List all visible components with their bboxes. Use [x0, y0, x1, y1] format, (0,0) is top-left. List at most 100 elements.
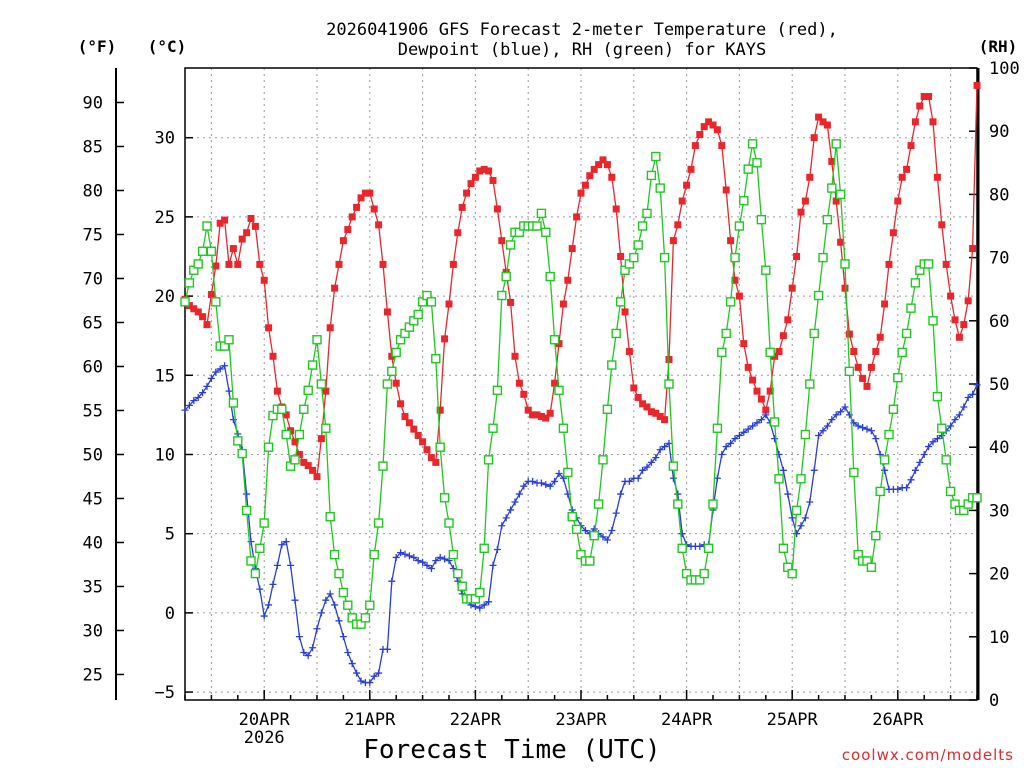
x-tick-label: 26APR [872, 710, 924, 730]
dewpoint-point [507, 506, 515, 514]
rh-point [888, 404, 899, 414]
rh-tick-label: 70 [989, 249, 1009, 269]
rh-point [193, 259, 203, 269]
temperature-point [269, 352, 277, 360]
dewpoint-point [916, 458, 924, 466]
temperature-point [933, 173, 941, 181]
dewpoint-point [797, 522, 805, 530]
temperature-point [335, 260, 343, 268]
dewpoint-point [551, 477, 559, 485]
rh-tick-label: 0 [989, 691, 999, 711]
temperature-point [969, 245, 977, 253]
temperature-point [414, 431, 422, 439]
dewpoint-point [339, 633, 347, 641]
rh-point [563, 467, 573, 478]
temperature-point [326, 324, 334, 332]
temperature-point [652, 409, 660, 417]
temperature-point [436, 406, 444, 414]
rh-point [831, 139, 841, 149]
dewpoint-point [810, 466, 818, 474]
celsius-tick-label: −5 [155, 683, 175, 703]
dewpoint-point [366, 679, 374, 687]
dewpoint-point [920, 450, 928, 458]
dewpoint-point [203, 382, 211, 390]
temperature-point [243, 229, 251, 237]
dewpoint-point [678, 530, 686, 538]
rh-point [197, 246, 208, 256]
temperature-point [749, 376, 757, 384]
temperature-point [775, 348, 783, 356]
rh-point [316, 379, 327, 389]
rh-point [250, 568, 261, 579]
dewpoint-point [815, 431, 823, 439]
rh-point [712, 423, 723, 433]
temperature-point [942, 260, 950, 268]
dewpoint-point [221, 362, 229, 370]
rh-point [593, 499, 604, 509]
rh-point [228, 398, 239, 408]
temperature-line [184, 85, 978, 479]
dewpoint-point [546, 482, 554, 490]
temperature-point [595, 161, 603, 169]
dewpoint-point [793, 530, 801, 538]
temperature-point [687, 165, 695, 173]
dewpoint-point [181, 406, 189, 414]
temperature-point [951, 316, 959, 324]
temperature-point [458, 203, 466, 211]
rh-point [488, 423, 498, 433]
rh-point [677, 543, 687, 554]
temperature-point [295, 450, 303, 458]
dewpoint-point [511, 498, 519, 506]
dewpoint-point [652, 454, 660, 462]
temperature-point [515, 379, 523, 387]
fahrenheit-tick-label: 50 [83, 445, 103, 465]
temperature-point [608, 173, 616, 181]
rh-point [734, 221, 745, 231]
rh-point [871, 530, 881, 541]
rh-point [721, 328, 731, 339]
dewpoint-point [414, 557, 422, 565]
temperature-point [898, 173, 906, 181]
temperature-point [863, 382, 871, 390]
temperature-point [260, 276, 268, 284]
dewpoint-point [964, 393, 972, 401]
rh-point [602, 404, 613, 414]
dewpoint-point [718, 450, 726, 458]
dewpoint-point [529, 477, 537, 485]
temperature-point [476, 167, 484, 175]
temperature-point [445, 300, 453, 308]
temperature-point [410, 425, 418, 433]
rh-point [321, 423, 331, 433]
rh-point [343, 600, 353, 610]
dewpoint-point [634, 474, 642, 482]
dewpoint-point [471, 603, 479, 611]
temperature-point [810, 134, 818, 142]
dewpoint-point [581, 527, 589, 535]
dewpoint-point [243, 490, 251, 498]
dewpoint-point [515, 490, 523, 498]
rh-point [752, 158, 762, 168]
x-tick-sublabel: 2026 [244, 728, 285, 748]
rh-point [184, 278, 195, 288]
dewpoint-point [779, 466, 787, 474]
dewpoint-point [207, 374, 215, 382]
rh-point [338, 587, 349, 598]
dewpoint-point [903, 484, 911, 492]
dewpoint-point [537, 479, 545, 487]
dewpoint-point [185, 401, 193, 409]
rh-point [725, 297, 736, 307]
rh-point [435, 442, 445, 452]
dewpoint-point [401, 550, 409, 558]
rh-point [866, 562, 877, 572]
dewpoint-point [722, 443, 730, 451]
fahrenheit-tick-label: 40 [83, 533, 103, 553]
dewpoint-point [388, 577, 396, 585]
temperature-point [370, 205, 378, 213]
dewpoint-point [612, 509, 620, 517]
temperature-point [551, 379, 559, 387]
temperature-point [375, 221, 383, 229]
temperature-point [753, 387, 761, 395]
dewpoint-point [199, 389, 207, 397]
temperature-point [850, 348, 858, 356]
rh-point [387, 366, 397, 377]
